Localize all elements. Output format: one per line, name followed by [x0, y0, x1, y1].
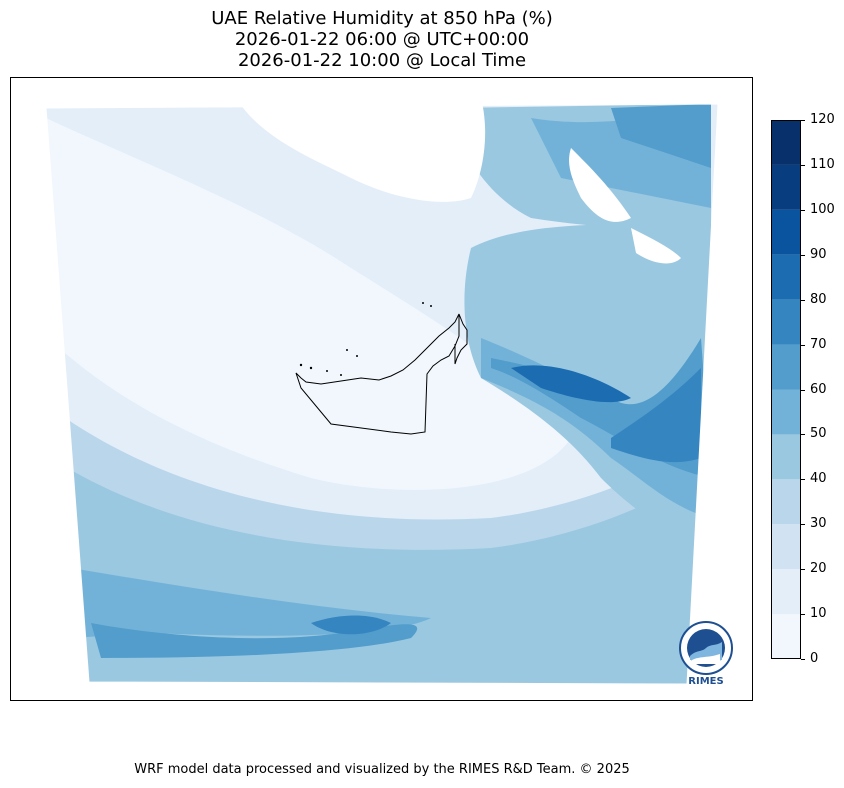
colorbar-tick-label: 50 [810, 426, 827, 442]
uae-boundary [295, 313, 468, 435]
colorbar-swatches [771, 120, 801, 659]
colorbar-swatch [771, 389, 801, 435]
colorbar-swatch [771, 344, 801, 390]
colorbar-tick-mark [801, 389, 805, 391]
colorbar-tick-label: 70 [810, 336, 827, 352]
humidity-field [46, 104, 718, 684]
colorbar-swatch [771, 434, 801, 480]
colorbar-tick-label: 120 [810, 112, 835, 127]
colorbar-tick-label: 30 [810, 516, 827, 532]
title-line-3: 2026-01-22 10:00 @ Local Time [237, 50, 527, 71]
colorbar-tick-mark [801, 524, 805, 526]
rimes-logo-text: RIMES [688, 676, 724, 687]
missing-data-gulf-b [631, 228, 681, 264]
data-credit: WRF model data processed and visualized … [134, 762, 630, 777]
title-line-1: UAE Relative Humidity at 850 hPa (%) [211, 8, 553, 29]
colorbar-tick-mark [801, 209, 805, 211]
missing-data-north [236, 104, 486, 202]
humidity-map [45, 103, 719, 685]
band-east-70 [611, 368, 701, 463]
band-70-80-south [311, 615, 391, 635]
colorbar-tick-mark [801, 164, 805, 166]
colorbar-swatch [771, 254, 801, 300]
dry-zone [46, 118, 571, 490]
colorbar-swatch [771, 120, 801, 165]
colorbar-tick-label: 40 [810, 471, 827, 487]
colorbar-swatch [771, 209, 801, 255]
map-panel [10, 77, 753, 701]
title-line-2: 2026-01-22 06:00 @ UTC+00:00 [234, 29, 530, 50]
colorbar-tick-label: 100 [810, 201, 835, 217]
rimes-logo: RIMES [678, 620, 734, 690]
colorbar-swatch [771, 524, 801, 570]
uae-islands [299, 302, 432, 376]
colorbar-tick-label: 80 [810, 291, 827, 307]
colorbar-tick-label: 0 [810, 651, 819, 666]
colorbar-swatch [771, 479, 801, 525]
colorbar-tick-label: 60 [810, 381, 827, 397]
colorbar-tick-label: 110 [810, 156, 835, 172]
colorbar-tick-mark [801, 434, 805, 436]
colorbar-swatch [771, 164, 801, 210]
band-east-90 [511, 365, 631, 403]
colorbar-tick-label: 90 [810, 246, 827, 262]
colorbar-tick-label: 20 [810, 561, 827, 577]
colorbar-tick-mark [801, 344, 805, 346]
colorbar-swatch [771, 614, 801, 659]
colorbar-tick-mark [801, 569, 805, 571]
colorbar-tick-mark [801, 479, 805, 481]
missing-data-gulf-a [569, 148, 631, 222]
colorbar-tick-label: 10 [810, 606, 827, 622]
rimes-logo-emblem [679, 621, 733, 675]
colorbar-swatch [771, 569, 801, 615]
band-north-60 [611, 104, 711, 168]
colorbar-tick-mark [801, 614, 805, 616]
colorbar-tick-mark [801, 299, 805, 301]
colorbar-tick-mark [801, 254, 805, 256]
map-title: UAE Relative Humidity at 850 hPa (%) 202… [0, 8, 764, 71]
colorbar-swatch [771, 299, 801, 345]
colorbar-tick-mark [801, 120, 805, 121]
colorbar [771, 120, 801, 659]
colorbar-tick-mark [801, 659, 805, 660]
band-60-70-south [91, 623, 418, 658]
